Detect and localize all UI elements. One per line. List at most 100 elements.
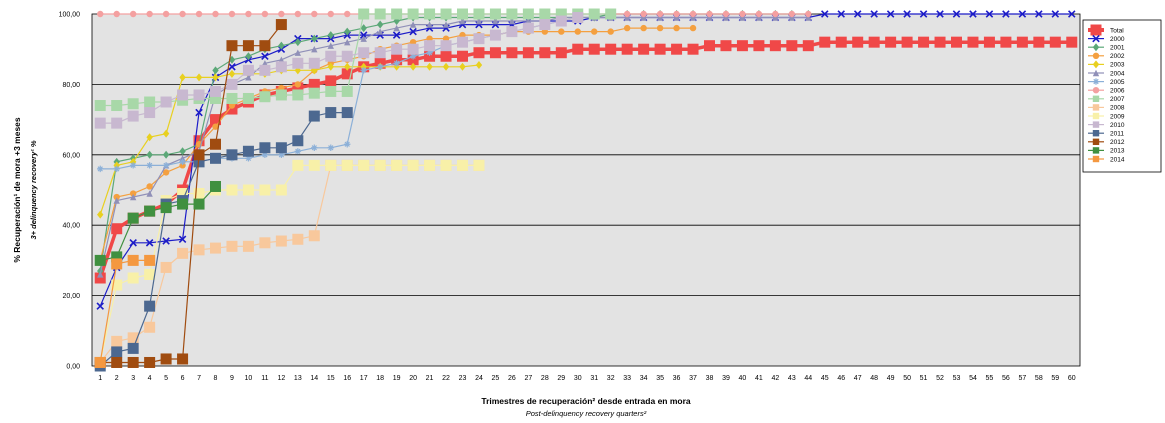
data-point	[242, 184, 254, 196]
legend-item-2006: 2006	[1088, 87, 1125, 95]
data-point	[1066, 36, 1078, 48]
data-point	[259, 64, 271, 76]
x-tick-label: 5	[164, 375, 168, 382]
data-point	[210, 114, 221, 126]
data-point	[539, 8, 551, 20]
legend-label: 2007	[1110, 96, 1125, 103]
x-tick-label: 21	[426, 375, 434, 382]
data-point	[805, 10, 812, 18]
x-tick-label: 29	[557, 375, 565, 382]
data-point	[160, 202, 172, 214]
data-point	[160, 96, 172, 108]
data-point	[275, 184, 287, 196]
data-point	[311, 46, 318, 53]
data-point	[275, 142, 287, 154]
x-axis-label: Trimestres de recuperación² desde entrad…	[481, 396, 691, 406]
data-point	[162, 169, 170, 176]
x-tick-label: 42	[771, 375, 779, 382]
data-point	[374, 8, 386, 20]
data-point	[144, 96, 156, 108]
legend-swatch-marker	[1092, 130, 1100, 137]
x-tick-label: 14	[310, 375, 318, 382]
legend-label: 2006	[1110, 88, 1125, 95]
x-tick-label: 52	[936, 375, 944, 382]
data-point	[129, 239, 137, 247]
data-point	[94, 254, 106, 266]
data-point	[212, 73, 219, 82]
data-point	[374, 159, 386, 171]
data-point	[111, 279, 123, 291]
x-tick-label: 24	[475, 375, 483, 382]
data-point	[539, 47, 551, 59]
legend-item-2005: 2005	[1088, 78, 1125, 86]
data-point	[376, 63, 384, 70]
data-point	[555, 15, 567, 27]
data-point	[555, 47, 567, 59]
data-point	[689, 10, 697, 18]
data-point	[325, 85, 337, 97]
data-point	[129, 193, 137, 201]
data-point	[1018, 10, 1027, 18]
legend-label: 2002	[1110, 53, 1125, 60]
legend-swatch-marker	[1092, 95, 1100, 102]
legend-label: 2004	[1110, 70, 1125, 77]
data-point	[673, 10, 680, 18]
data-point	[242, 145, 254, 157]
data-point	[308, 230, 320, 242]
data-point	[113, 10, 120, 18]
x-tick-label: 18	[376, 375, 384, 382]
data-point	[985, 10, 994, 18]
data-point	[129, 190, 137, 197]
data-point	[160, 353, 172, 365]
data-point	[327, 10, 334, 18]
data-point	[886, 10, 895, 18]
data-point	[656, 10, 664, 18]
data-point	[951, 36, 962, 48]
data-point	[623, 14, 631, 21]
data-point	[226, 184, 238, 196]
x-tick-label: 49	[887, 375, 895, 382]
legend-label: 2014	[1110, 156, 1125, 163]
data-point	[292, 89, 304, 101]
data-point	[1051, 10, 1060, 18]
data-point	[753, 40, 765, 52]
data-point	[687, 43, 699, 55]
data-point	[837, 10, 845, 18]
data-point	[473, 33, 485, 45]
data-point	[325, 75, 337, 87]
data-point	[391, 54, 403, 66]
data-point	[127, 342, 139, 354]
data-point	[967, 36, 979, 48]
legend-item-2000: 2000	[1088, 34, 1125, 43]
data-point	[311, 144, 318, 151]
data-point	[344, 27, 351, 36]
data-point	[489, 8, 501, 20]
data-point	[755, 10, 763, 18]
data-point	[226, 40, 238, 52]
data-point	[226, 92, 238, 104]
data-point	[426, 21, 433, 28]
x-tick-label: 11	[261, 375, 268, 382]
data-point	[226, 240, 238, 252]
data-point	[111, 356, 123, 368]
data-point	[162, 237, 170, 245]
data-point	[145, 239, 154, 247]
data-point	[278, 41, 285, 50]
x-tick-label: 25	[492, 375, 500, 382]
data-point	[327, 62, 334, 71]
data-point	[144, 107, 156, 119]
data-point	[193, 244, 205, 256]
series-2011	[94, 107, 353, 372]
data-point	[177, 198, 189, 210]
data-point	[934, 36, 946, 48]
data-point	[393, 24, 400, 32]
data-point	[1016, 36, 1028, 48]
data-point	[212, 123, 219, 130]
x-tick-label: 8	[214, 375, 218, 382]
legend-swatch-marker	[1092, 138, 1100, 145]
data-point	[327, 144, 334, 151]
data-point	[442, 62, 450, 71]
data-point	[489, 47, 501, 59]
x-tick-label: 55	[986, 375, 994, 382]
